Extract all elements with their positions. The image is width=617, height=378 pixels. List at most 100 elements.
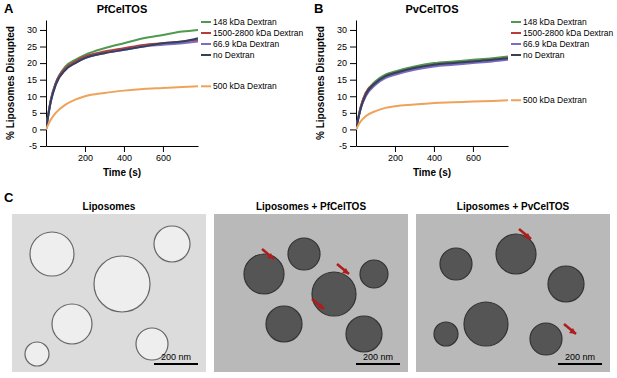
y-axis-title: % Liposomes Disrupted xyxy=(315,26,326,140)
y-tick-label: 10 xyxy=(27,92,37,102)
scale-bar-label: 200 nm xyxy=(161,352,191,362)
image-background xyxy=(12,214,206,372)
y-tick-mark xyxy=(350,80,356,81)
x-tick: 400 xyxy=(117,146,132,163)
plot-area xyxy=(46,30,198,129)
y-tick-mark xyxy=(350,30,356,31)
y-tick-label: -5 xyxy=(339,141,347,151)
image-panel: C200 nmLiposomes200 nmLiposomes + PfCelT… xyxy=(4,190,610,372)
legend-swatch xyxy=(511,21,521,23)
legend-item: 148 kDa Dextran xyxy=(511,17,587,27)
y-tick-label: 20 xyxy=(27,58,37,68)
legend-label: 1500-2800 kDa Dextran xyxy=(523,28,614,38)
y-tick: 10 xyxy=(27,92,46,102)
y-tick: 5 xyxy=(32,108,46,118)
x-tick: 600 xyxy=(156,146,171,163)
y-tick-mark xyxy=(40,146,46,147)
scale-bar xyxy=(356,363,400,365)
scale-bar-label: 200 nm xyxy=(565,352,595,362)
y-tick: 10 xyxy=(337,92,356,102)
x-tick: 400 xyxy=(427,146,442,163)
liposome xyxy=(25,342,49,366)
legend-swatch xyxy=(511,32,521,34)
y-tick: 0 xyxy=(32,125,46,135)
series-line xyxy=(356,100,508,129)
chart-panel: APfCelTOS200400600-5051015202530Time (s)… xyxy=(4,1,304,178)
x-tick-mark xyxy=(434,146,435,152)
y-tick-mark xyxy=(350,47,356,48)
arrow xyxy=(312,299,324,309)
y-tick-label: 10 xyxy=(337,92,347,102)
chart-title: PvCelTOS xyxy=(406,3,459,15)
x-axis: 200 400 600 xyxy=(357,146,509,163)
arrow xyxy=(519,229,531,239)
legend-item: 1500-2800 kDa Dextran xyxy=(201,28,304,38)
liposome xyxy=(30,232,74,276)
y-tick-label: 15 xyxy=(337,75,347,85)
liposome xyxy=(464,302,508,346)
x-axis: 200 400 600 xyxy=(47,146,199,163)
y-tick-mark xyxy=(350,63,356,64)
liposome xyxy=(440,248,472,280)
y-tick-mark xyxy=(350,129,356,130)
legend-item: 66.9 kDa Dextran xyxy=(201,39,279,49)
chart-title: PfCelTOS xyxy=(97,3,148,15)
legend-swatch xyxy=(511,43,521,45)
liposome xyxy=(346,316,382,352)
liposome xyxy=(52,304,92,344)
legend-item: 1500-2800 kDa Dextran xyxy=(511,28,614,38)
arrow xyxy=(262,249,274,259)
x-tick: 200 xyxy=(78,146,93,163)
legend-label: 500 kDa Dextran xyxy=(213,81,277,91)
x-tick-label: 600 xyxy=(156,153,171,163)
y-tick-mark xyxy=(40,47,46,48)
legend-label: 66.9 kDa Dextran xyxy=(523,39,589,49)
series-line xyxy=(46,30,198,129)
arrow xyxy=(564,324,576,334)
micrograph: 200 nm xyxy=(12,214,206,372)
x-tick-label: 600 xyxy=(466,153,481,163)
y-tick-mark xyxy=(40,63,46,64)
x-tick-mark xyxy=(473,146,474,152)
series-line xyxy=(356,60,508,130)
liposome xyxy=(434,322,458,346)
y-tick-label: 15 xyxy=(27,75,37,85)
scale-bar-label: 200 nm xyxy=(363,352,393,362)
y-tick: 0 xyxy=(342,125,356,135)
series-line xyxy=(46,40,198,130)
x-tick-label: 200 xyxy=(388,153,403,163)
y-tick-label: 0 xyxy=(32,125,37,135)
y-axis-title: % Liposomes Disrupted xyxy=(5,26,16,140)
liposome xyxy=(94,256,150,312)
x-tick-mark xyxy=(85,146,86,152)
image-title: Liposomes + PfCelTOS xyxy=(256,201,366,212)
y-tick: 15 xyxy=(337,75,356,85)
image-title: Liposomes xyxy=(83,201,136,212)
liposome xyxy=(548,266,584,302)
y-tick-mark xyxy=(350,96,356,97)
liposome xyxy=(496,234,536,274)
liposome xyxy=(312,272,356,316)
x-axis-title: Time (s) xyxy=(103,167,141,178)
liposome xyxy=(266,306,302,342)
legend-item: 500 kDa Dextran xyxy=(201,81,277,91)
arrow-head xyxy=(342,268,349,274)
image-background xyxy=(214,214,408,372)
legend-label: 500 kDa Dextran xyxy=(523,95,587,105)
legend-label: 66.9 kDa Dextran xyxy=(213,39,279,49)
arrow-head xyxy=(267,253,274,259)
legend-label: 1500-2800 kDa Dextran xyxy=(213,28,304,38)
legend-item: 148 kDa Dextran xyxy=(201,17,277,27)
y-axis: -5051015202530 xyxy=(337,21,357,152)
image-background xyxy=(416,214,610,372)
x-tick-label: 400 xyxy=(427,153,442,163)
y-tick-label: 30 xyxy=(27,25,37,35)
y-tick: 25 xyxy=(337,42,356,52)
arrow-head xyxy=(524,233,531,239)
series-line xyxy=(46,86,198,129)
plot-area xyxy=(356,56,508,129)
legend-swatch xyxy=(201,54,211,56)
legend-swatch xyxy=(511,54,521,56)
y-tick: 15 xyxy=(27,75,46,85)
y-tick: -5 xyxy=(29,141,46,151)
